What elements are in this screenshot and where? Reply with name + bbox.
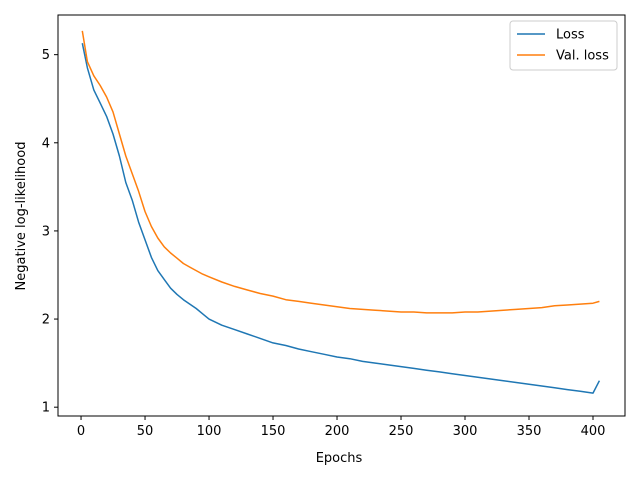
x-tick-label: 200 [325,424,350,439]
x-tick-label: 250 [389,424,414,439]
y-tick-label: 1 [42,401,50,416]
plot-frame [57,14,626,417]
x-tick-label: 100 [197,424,222,439]
plot-area [81,30,601,394]
series-line-loss [81,43,601,394]
y-tick-label: 5 [42,48,50,63]
x-tick-label: 400 [581,424,606,439]
legend: Loss Val. loss [509,20,618,71]
y-tick-label: 4 [42,136,50,151]
x-tick-label: 0 [77,424,85,439]
x-tick-label: 350 [517,424,542,439]
x-axis-label: Epochs [316,451,363,466]
x-axis-ticks: 0 50 100 150 200 250 300 350 400 [77,416,606,439]
legend-label: Val. loss [556,49,609,64]
x-tick-label: 50 [137,424,154,439]
y-axis-ticks: 1 2 3 4 5 [42,48,58,416]
y-tick-label: 3 [42,224,50,239]
y-tick-label: 2 [42,313,50,328]
y-axis-label: Negative log-likelihood [14,142,29,291]
x-tick-label: 300 [453,424,478,439]
series-line-val-loss [81,30,600,314]
x-tick-label: 150 [261,424,286,439]
legend-label: Loss [556,28,585,43]
